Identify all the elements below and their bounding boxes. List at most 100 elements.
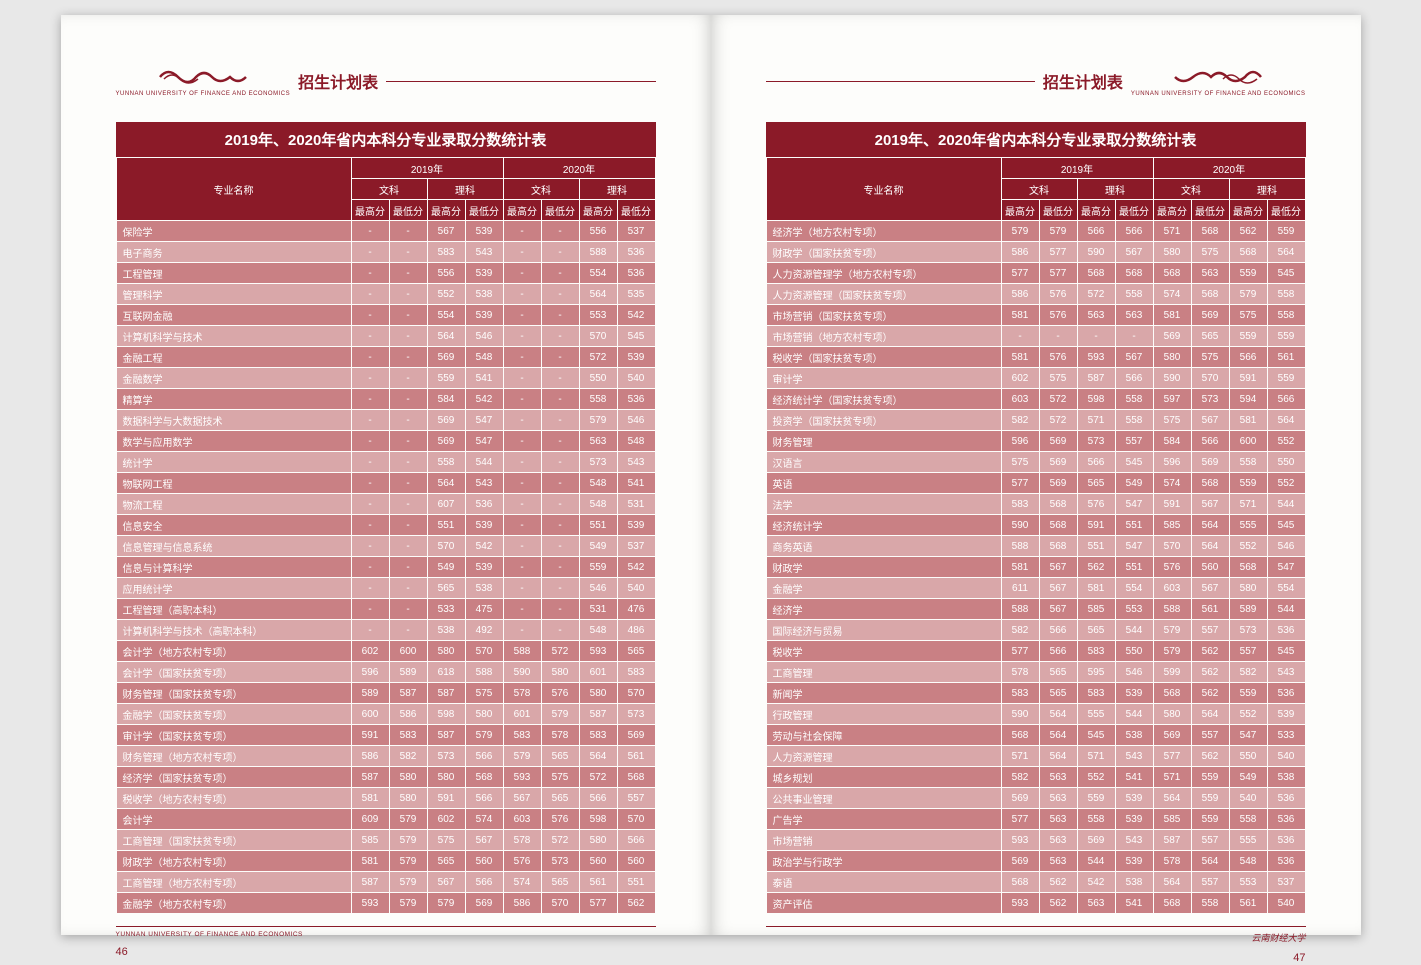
score-cell: - [503, 620, 541, 641]
score-cell: - [351, 515, 389, 536]
major-cell: 财务管理 [766, 431, 1001, 452]
score-cell: 577 [1039, 242, 1077, 263]
score-cell: 552 [1229, 704, 1267, 725]
score-cell: 559 [1229, 683, 1267, 704]
score-cell: 569 [1001, 788, 1039, 809]
score-cell: 571 [1077, 410, 1115, 431]
score-cell: 564 [1267, 410, 1305, 431]
score-cell: 566 [1267, 389, 1305, 410]
score-cell: 583 [579, 725, 617, 746]
score-cell: 542 [617, 557, 655, 578]
score-cell: 601 [503, 704, 541, 725]
score-cell: 551 [1077, 536, 1115, 557]
score-cell: 550 [1267, 452, 1305, 473]
score-cell: 618 [427, 662, 465, 683]
score-cell: 580 [541, 662, 579, 683]
col-2019: 2019年 [1001, 158, 1153, 179]
score-cell: 586 [503, 893, 541, 914]
footer-left: YUNNAN UNIVERSITY OF FINANCE AND ECONOMI… [116, 914, 656, 958]
score-cell: 569 [465, 893, 503, 914]
score-cell: 609 [351, 809, 389, 830]
score-cell: 551 [1115, 515, 1153, 536]
table-row: 金融学611567581554603567580554 [766, 578, 1305, 599]
score-cell: 570 [427, 536, 465, 557]
score-cell: 596 [1153, 452, 1191, 473]
major-cell: 统计学 [116, 452, 351, 473]
major-cell: 计算机科学与技术（高职本科） [116, 620, 351, 641]
score-cell: 558 [1115, 284, 1153, 305]
score-cell: 558 [1267, 305, 1305, 326]
score-cell: 564 [1191, 515, 1229, 536]
logo-block-right: YUNNAN UNIVERSITY OF FINANCE AND ECONOMI… [1131, 65, 1306, 97]
score-cell: 543 [1115, 746, 1153, 767]
score-cell: 578 [503, 683, 541, 704]
score-cell: 607 [427, 494, 465, 515]
table-head-right: 专业名称 2019年 2020年 文科 理科 文科 理科 最高分最低分 最高分最… [766, 158, 1305, 221]
table-row: 工商管理578565595546599562582543 [766, 662, 1305, 683]
score-cell: - [351, 452, 389, 473]
table-row: 电子商务--583543--588536 [116, 242, 655, 263]
score-cell: 569 [1153, 326, 1191, 347]
score-cell: - [1115, 326, 1153, 347]
score-cell: 571 [1153, 221, 1191, 242]
score-cell: 583 [1077, 683, 1115, 704]
score-cell: 565 [1191, 326, 1229, 347]
score-cell: 571 [1001, 746, 1039, 767]
score-cell: 569 [427, 431, 465, 452]
table-row: 市场营销593563569543587557555536 [766, 830, 1305, 851]
score-cell: 573 [541, 851, 579, 872]
score-cell: 557 [1191, 830, 1229, 851]
table-row: 审计学（国家扶贫专项）591583587579583578583569 [116, 725, 655, 746]
score-cell: 538 [1115, 725, 1153, 746]
table-row: 工程管理（高职本科）--533475--531476 [116, 599, 655, 620]
score-cell: 580 [389, 767, 427, 788]
score-cell: 568 [1229, 557, 1267, 578]
score-cell: 475 [465, 599, 503, 620]
major-cell: 管理科学 [116, 284, 351, 305]
score-cell: 538 [1115, 872, 1153, 893]
score-cell: 545 [1115, 452, 1153, 473]
major-cell: 审计学（国家扶贫专项） [116, 725, 351, 746]
score-cell: 564 [427, 473, 465, 494]
score-cell: 564 [1267, 242, 1305, 263]
major-cell: 信息安全 [116, 515, 351, 536]
score-cell: 563 [1191, 263, 1229, 284]
col-2020-wen: 文科 [503, 179, 579, 200]
score-cell: - [541, 305, 579, 326]
score-cell: 600 [1229, 431, 1267, 452]
table-row: 税收学577566583550579562557545 [766, 641, 1305, 662]
score-cell: 557 [1191, 725, 1229, 746]
score-cell: 536 [617, 242, 655, 263]
score-cell: 543 [617, 452, 655, 473]
score-cell: - [351, 242, 389, 263]
score-cell: 563 [1039, 851, 1077, 872]
major-cell: 信息管理与信息系统 [116, 536, 351, 557]
score-cell: 591 [427, 788, 465, 809]
score-cell: 577 [579, 893, 617, 914]
score-cell: 565 [1077, 473, 1115, 494]
score-cell: 531 [579, 599, 617, 620]
score-cell: 567 [1115, 242, 1153, 263]
score-cell: 578 [1001, 662, 1039, 683]
score-cell: 579 [579, 410, 617, 431]
table-row: 金融工程--569548--572539 [116, 347, 655, 368]
major-cell: 工商管理（国家扶贫专项） [116, 830, 351, 851]
score-cell: 584 [427, 389, 465, 410]
score-cell: 602 [351, 641, 389, 662]
score-cell: - [389, 221, 427, 242]
score-cell: 542 [465, 389, 503, 410]
page-num-right: 47 [766, 952, 1306, 964]
score-cell: 539 [617, 347, 655, 368]
score-cell: 581 [1077, 578, 1115, 599]
col-2020: 2020年 [503, 158, 655, 179]
col-max: 最高分 [1229, 200, 1267, 221]
score-cell: 565 [541, 872, 579, 893]
major-cell: 新闻学 [766, 683, 1001, 704]
table-row: 商务英语588568551547570564552546 [766, 536, 1305, 557]
score-cell: 568 [1077, 263, 1115, 284]
header-title-left: 招生计划表 [298, 69, 378, 93]
score-cell: 539 [1115, 788, 1153, 809]
table-row: 财务管理（地方农村专项）586582573566579565564561 [116, 746, 655, 767]
score-cell: 550 [1115, 641, 1153, 662]
score-cell: 551 [427, 515, 465, 536]
